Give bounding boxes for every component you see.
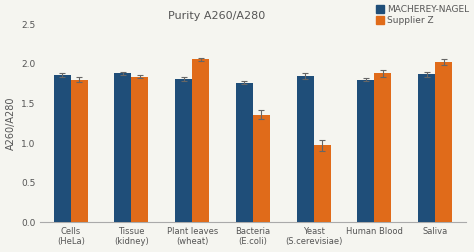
Y-axis label: A260/A280: A260/A280 [6,97,16,150]
Bar [357,80,374,222]
Bar [374,73,392,222]
Bar [71,80,88,222]
Bar [131,77,148,222]
Bar [314,145,331,222]
Bar [54,75,71,222]
Bar [253,115,270,222]
Bar [435,62,452,222]
Bar [418,74,435,222]
Bar [175,79,192,222]
Bar [192,59,209,222]
Bar [297,76,314,222]
Text: Purity A260/A280: Purity A260/A280 [168,11,265,21]
Bar [236,83,253,222]
Legend: MACHEREY-NAGEL, Supplier Z: MACHEREY-NAGEL, Supplier Z [376,5,470,25]
Bar [114,73,131,222]
